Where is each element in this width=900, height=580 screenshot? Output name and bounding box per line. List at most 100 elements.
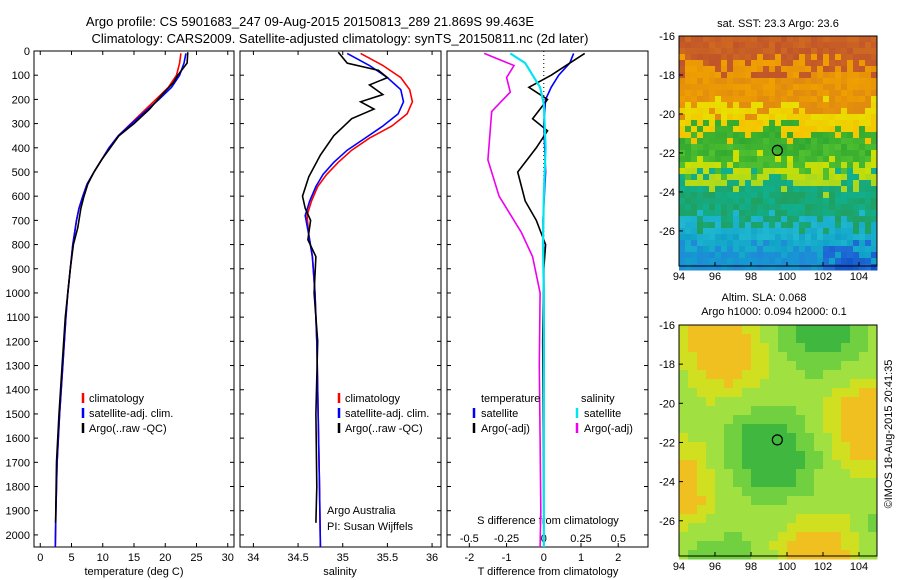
heatmap-cell <box>847 102 854 109</box>
heatmap-cell <box>787 352 797 362</box>
heatmap-cell <box>703 132 710 139</box>
heatmap-cell <box>847 96 854 103</box>
heatmap-cell <box>691 120 698 127</box>
heatmap-cell <box>733 343 743 353</box>
heatmap-cell <box>706 343 716 353</box>
heatmap-cell <box>733 370 743 380</box>
heatmap-cell <box>796 334 806 344</box>
heatmap-cell <box>805 96 812 103</box>
heatmap-cell <box>769 424 779 434</box>
heatmap-cell <box>745 222 752 229</box>
heatmap-cell <box>859 48 866 55</box>
heatmap-cell <box>823 138 830 145</box>
heatmap-cell <box>769 42 776 49</box>
heatmap-cell <box>805 325 815 335</box>
heatmap-cell <box>871 90 878 97</box>
heatmap-cell <box>757 96 764 103</box>
heatmap-cell <box>691 246 698 253</box>
heatmap-cell <box>868 478 878 488</box>
heatmap-cell <box>751 264 758 271</box>
heatmap-cell <box>733 496 743 506</box>
heatmap-cell <box>733 424 743 434</box>
heatmap-cell <box>787 162 794 169</box>
heatmap-cell <box>727 240 734 247</box>
heatmap-cell <box>853 156 860 163</box>
heatmap-cell <box>787 72 794 79</box>
heatmap-cell <box>685 252 692 259</box>
heatmap-cell <box>715 132 722 139</box>
heatmap-cell <box>805 460 815 470</box>
heatmap-cell <box>751 433 761 443</box>
heatmap-cell <box>787 433 797 443</box>
heatmap-cell <box>796 478 806 488</box>
heatmap-cell <box>751 198 758 205</box>
heatmap-cell <box>811 162 818 169</box>
heatmap-cell <box>715 78 722 85</box>
x-tick-label: 35.5 <box>377 552 398 564</box>
heatmap-cell <box>739 198 746 205</box>
heatmap-cell <box>745 78 752 85</box>
heatmap-cell <box>868 379 878 389</box>
heatmap-cell <box>871 162 878 169</box>
heatmap-cell <box>796 361 806 371</box>
heatmap-cell <box>769 252 776 259</box>
heatmap-cell <box>697 204 704 211</box>
heatmap-cell <box>811 222 818 229</box>
heatmap-cell <box>724 424 734 434</box>
heatmap-cell <box>751 478 761 488</box>
heatmap-cell <box>781 180 788 187</box>
heatmap-cell <box>799 246 806 253</box>
heatmap-cell <box>703 138 710 145</box>
heatmap-cell <box>751 96 758 103</box>
heatmap-cell <box>679 442 689 452</box>
heatmap-cell <box>823 388 833 398</box>
heatmap-cell <box>727 138 734 145</box>
heatmap-cell <box>859 186 866 193</box>
heatmap-cell <box>763 90 770 97</box>
heatmap-cell <box>697 343 707 353</box>
heatmap-cell <box>733 240 740 247</box>
heatmap-cell <box>778 397 788 407</box>
heatmap-cell <box>805 228 812 235</box>
heatmap-cell <box>679 138 686 145</box>
heatmap-cell <box>745 42 752 49</box>
heatmap-cell <box>697 379 707 389</box>
legend-label: Argo(-adj) <box>481 423 530 435</box>
heatmap-cell <box>691 228 698 235</box>
heatmap-cell <box>781 96 788 103</box>
heatmap-cell <box>706 352 716 362</box>
heatmap-cell <box>871 66 878 73</box>
heatmap-cell <box>703 186 710 193</box>
heatmap-cell <box>787 523 797 533</box>
heatmap-cell <box>697 424 707 434</box>
heatmap-cell <box>697 36 704 43</box>
heatmap-cell <box>805 54 812 61</box>
heatmap-cell <box>796 433 806 443</box>
heatmap-cell <box>697 84 704 91</box>
x-tick-label: 34.5 <box>287 552 308 564</box>
heatmap-cell <box>769 60 776 67</box>
heatmap-cell <box>742 451 752 461</box>
heatmap-cell <box>847 120 854 127</box>
heatmap-cell <box>697 487 707 497</box>
heatmap-cell <box>853 252 860 259</box>
heatmap-cell <box>778 451 788 461</box>
heatmap-cell <box>751 388 761 398</box>
heatmap-cell <box>823 144 830 151</box>
heatmap-cell <box>763 210 770 217</box>
heatmap-cell <box>814 451 824 461</box>
heatmap-cell <box>787 469 797 479</box>
heatmap-cell <box>715 48 722 55</box>
heatmap-cell <box>697 90 704 97</box>
heatmap-cell <box>733 84 740 91</box>
heatmap-cell <box>778 406 788 416</box>
heatmap-cell <box>757 210 764 217</box>
x-tick-label: 96 <box>709 271 721 283</box>
heatmap-cell <box>679 478 689 488</box>
heatmap-cell <box>859 180 866 187</box>
y-tick-label: 800 <box>12 240 30 252</box>
heatmap-cell <box>871 210 878 217</box>
heatmap-cell <box>727 150 734 157</box>
heatmap-cell <box>853 198 860 205</box>
heatmap-cell <box>769 361 779 371</box>
